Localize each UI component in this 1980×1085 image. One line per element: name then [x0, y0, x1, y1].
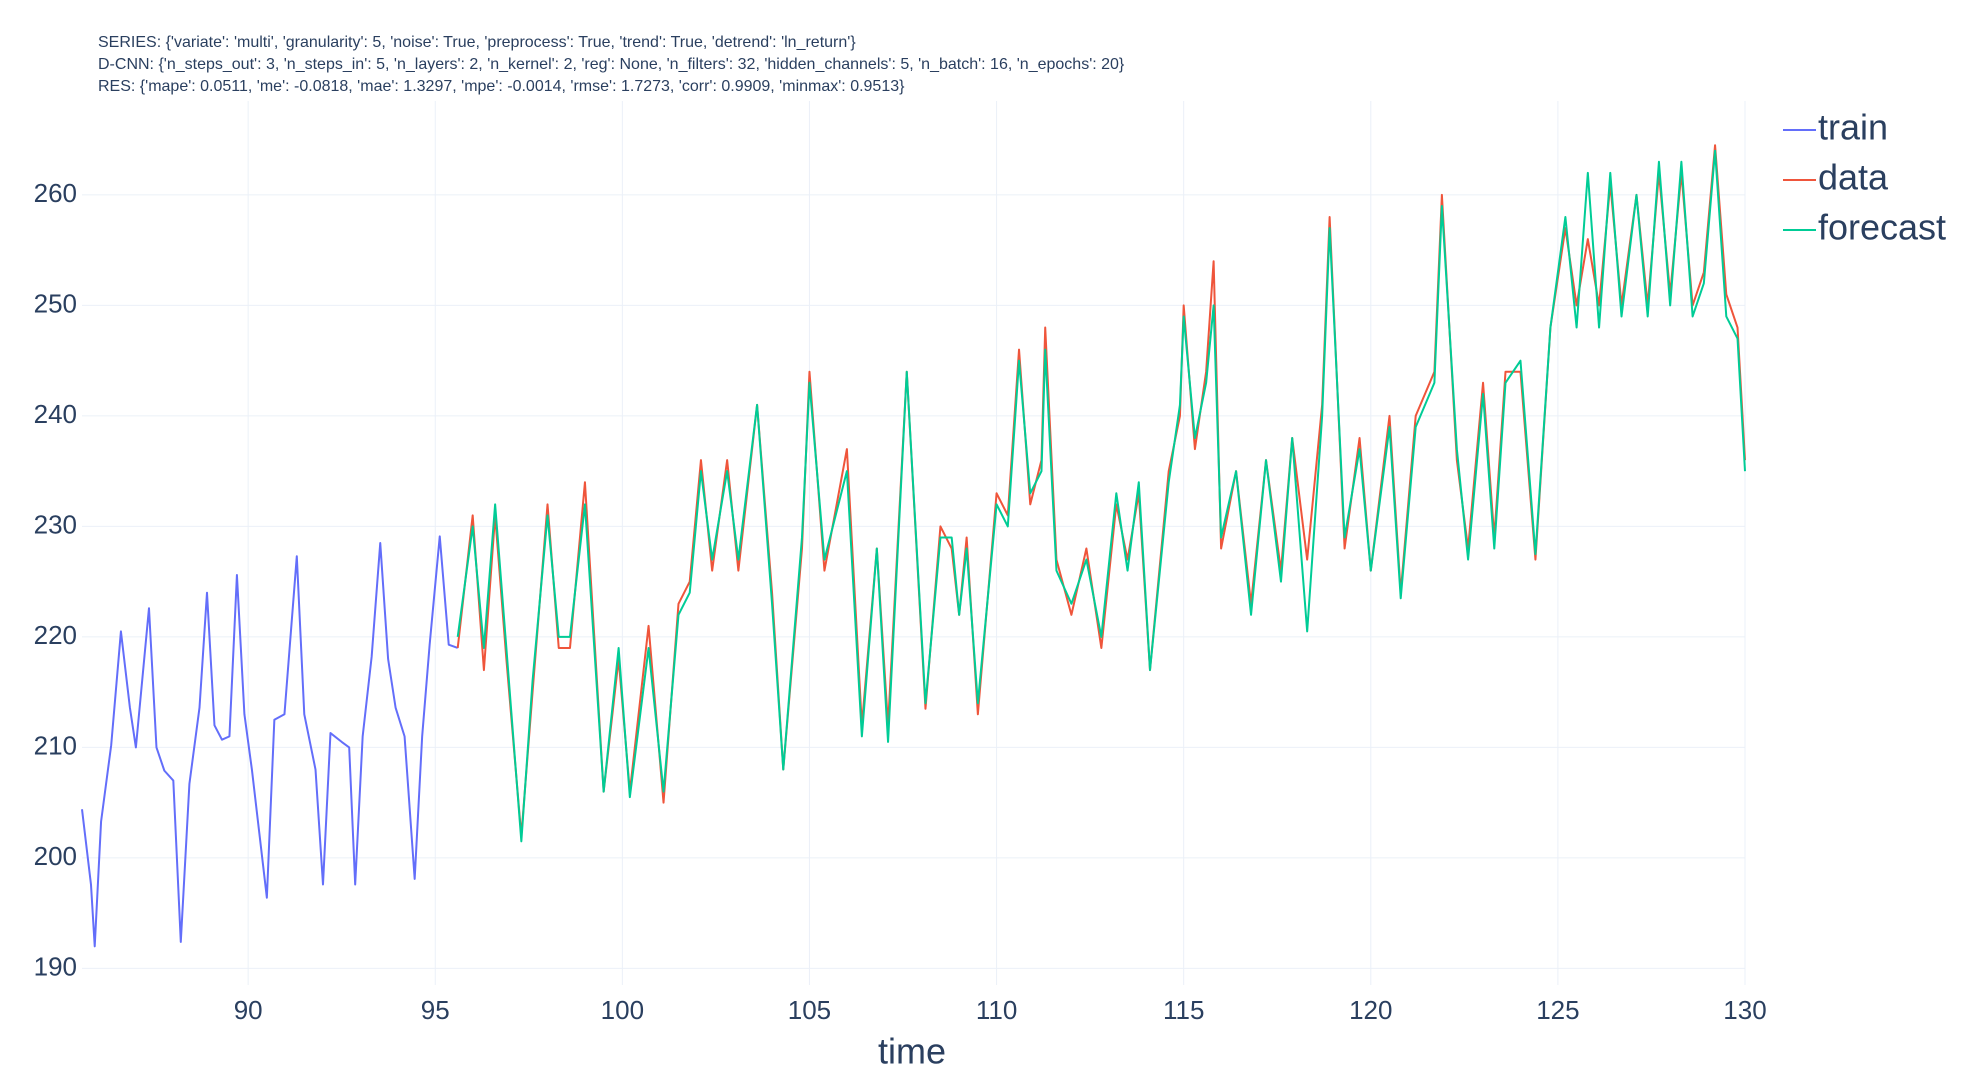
x-tick-label: 125: [1536, 995, 1579, 1025]
x-tick-label: 90: [234, 995, 263, 1025]
x-tick-label: 95: [421, 995, 450, 1025]
x-tick-label: 110: [976, 995, 1017, 1025]
title-line: RES: {'mape': 0.0511, 'me': -0.0818, 'ma…: [98, 78, 905, 95]
y-tick-label: 220: [34, 620, 77, 650]
y-tick-label: 210: [34, 730, 77, 760]
x-tick-label: 115: [1163, 995, 1204, 1025]
y-tick-label: 190: [34, 951, 77, 981]
legend-label: data: [1818, 157, 1889, 198]
legend-label: train: [1818, 107, 1888, 148]
x-tick-label: 130: [1723, 995, 1766, 1025]
line-series: [456, 144, 1746, 837]
y-tick-label: 250: [34, 288, 77, 318]
y-tick-label: 260: [34, 178, 77, 208]
x-tick-label: 100: [601, 995, 644, 1025]
y-tick-label: 230: [34, 509, 77, 539]
line-series: [81, 535, 459, 948]
title-line: SERIES: {'variate': 'multi', 'granularit…: [98, 34, 856, 51]
legend-label: forecast: [1818, 207, 1946, 248]
line-series: [456, 149, 1746, 843]
x-axis-title: time: [878, 1031, 946, 1072]
y-tick-label: 240: [34, 399, 77, 429]
x-tick-label: 105: [788, 995, 831, 1025]
y-tick-label: 200: [34, 841, 77, 871]
title-line: D-CNN: {'n_steps_out': 3, 'n_steps_in': …: [98, 56, 1125, 73]
x-tick-label: 120: [1349, 995, 1392, 1025]
